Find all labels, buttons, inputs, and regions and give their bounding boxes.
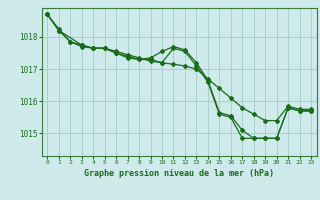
X-axis label: Graphe pression niveau de la mer (hPa): Graphe pression niveau de la mer (hPa) xyxy=(84,169,274,178)
